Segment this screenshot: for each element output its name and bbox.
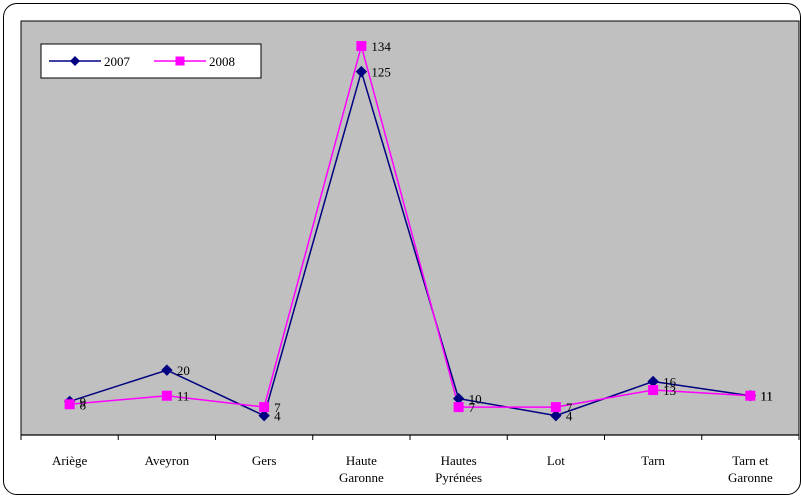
x-tick-label: Ariège (52, 453, 88, 468)
point-2007 (355, 65, 368, 78)
point-2007 (258, 409, 270, 422)
x-tick-label: Gers (252, 453, 277, 468)
series-layer (63, 41, 757, 422)
point-2008 (648, 385, 659, 396)
data-label-2008: 13 (663, 383, 676, 398)
point-2008 (745, 390, 756, 401)
x-tick-label: Lot (547, 453, 565, 468)
data-label-2007: 16 (663, 375, 677, 390)
x-tick-label: Tarn et Garonne (728, 453, 773, 485)
data-label-2008: 7 (469, 400, 476, 415)
point-2007 (161, 364, 173, 376)
x-tick-label: Hautes Pyrénées (435, 453, 482, 485)
data-label-2008: 11 (760, 389, 773, 404)
data-label-2008: 7 (274, 400, 281, 415)
data-label-2008: 8 (80, 397, 87, 412)
point-2008 (64, 399, 75, 410)
x-tick-label: Haute Garonne (339, 453, 384, 485)
point-2008 (259, 402, 270, 413)
data-label-2007: 4 (274, 409, 281, 424)
legend-marker-2007 (70, 56, 80, 66)
legend: 2007 2008 (40, 43, 262, 79)
point-2008 (550, 402, 561, 413)
data-label-2007: 20 (177, 363, 190, 378)
chart: Ariège Aveyron Gers Haute Garonne Hautes Pyrén… (20, 20, 800, 485)
data-label-2007: 11 (760, 389, 773, 404)
data-label-2008: 11 (177, 389, 190, 404)
data-label-2008: 7 (566, 400, 573, 415)
data-label-2007: 125 (371, 65, 391, 80)
series-line-2008 (69, 43, 751, 408)
point-2007 (550, 409, 562, 422)
x-tick-label: Tarn (641, 453, 665, 468)
data-label-2008: 134 (371, 39, 391, 54)
point-2008 (356, 41, 367, 52)
x-ticks (20, 435, 800, 440)
legend-label-2007: 2007 (104, 54, 131, 69)
chart-frame: Ariège Aveyron Gers Haute Garonne Hautes Pyrén… (3, 3, 801, 495)
data-label-2007: 4 (566, 409, 573, 424)
data-label-2007: 9 (80, 394, 87, 409)
point-2008 (453, 402, 464, 413)
x-tick-labels: Ariège Aveyron Gers Haute Garonne Hautes Pyrén… (52, 453, 773, 485)
legend-marker-2008 (175, 56, 185, 66)
legend-label-2008: 2008 (209, 54, 235, 69)
data-label-2007: 10 (469, 392, 482, 407)
series-line-2007 (69, 68, 751, 417)
point-2008 (161, 390, 172, 401)
x-tick-label: Aveyron (145, 453, 190, 468)
